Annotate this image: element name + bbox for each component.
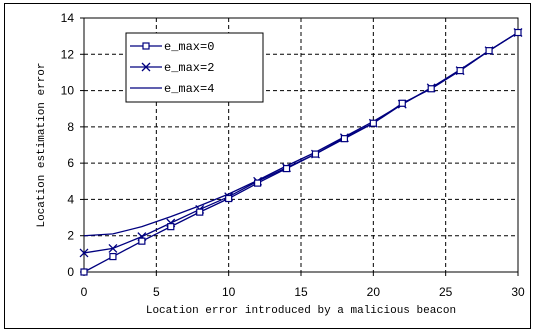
data-point-square <box>80 268 88 276</box>
x-tick-label: 5 <box>153 285 160 299</box>
data-point-square <box>340 135 348 143</box>
axis-ticks: 0 2 4 6 8 10 12 14 0 5 10 15 20 25 30 <box>61 11 525 299</box>
data-point-square <box>196 208 204 216</box>
x-tick-label: 0 <box>81 285 88 299</box>
data-point-square <box>167 223 175 231</box>
data-point-x <box>79 248 89 258</box>
y-axis-label: Location estimation error <box>36 62 48 227</box>
chart-frame <box>4 3 531 329</box>
x-tick-label: 30 <box>511 285 525 299</box>
x-tick-label: 15 <box>294 285 308 299</box>
legend-item: e_max=0 <box>130 40 214 54</box>
x-tick-label: 20 <box>367 285 381 299</box>
y-tick-label: 8 <box>67 120 74 134</box>
data-point-square <box>398 99 406 107</box>
series-group <box>79 28 523 276</box>
data-point-square <box>456 67 464 75</box>
data-point-square <box>282 164 291 173</box>
y-tick-label: 4 <box>67 192 74 206</box>
data-point-square <box>369 119 377 127</box>
data-point-x <box>108 243 118 253</box>
data-point-square <box>254 179 262 187</box>
data-point-square <box>138 237 146 245</box>
y-tick-label: 2 <box>67 229 74 243</box>
y-tick-label: 10 <box>61 84 75 98</box>
data-point-square <box>311 150 320 158</box>
legend-item: e_max=2 <box>130 61 214 75</box>
legend-item: e_max=4 <box>130 82 214 96</box>
data-point-square <box>109 252 117 261</box>
legend-marker-x <box>141 62 151 72</box>
x-axis-label: Location error introduced by a malicious… <box>146 305 456 317</box>
y-tick-label: 6 <box>67 156 74 170</box>
x-tick-label: 10 <box>222 285 236 299</box>
legend: e_max=0 e_max=2 e_max=4 <box>125 32 264 103</box>
y-tick-label: 12 <box>61 47 75 61</box>
y-tick-label: 14 <box>61 11 75 25</box>
y-tick-label: 0 <box>67 265 74 279</box>
x-tick-label: 25 <box>439 285 453 299</box>
data-point-square <box>485 47 493 55</box>
legend-marker-square <box>142 42 150 50</box>
series-e-max-0 <box>80 28 522 276</box>
data-point-square <box>225 194 233 203</box>
data-point-square <box>427 85 435 93</box>
series-line <box>83 31 519 273</box>
legend-label: e_max=4 <box>164 82 214 96</box>
data-point-square <box>514 28 522 37</box>
legend-label: e_max=0 <box>164 40 214 54</box>
legend-label: e_max=2 <box>164 61 214 75</box>
